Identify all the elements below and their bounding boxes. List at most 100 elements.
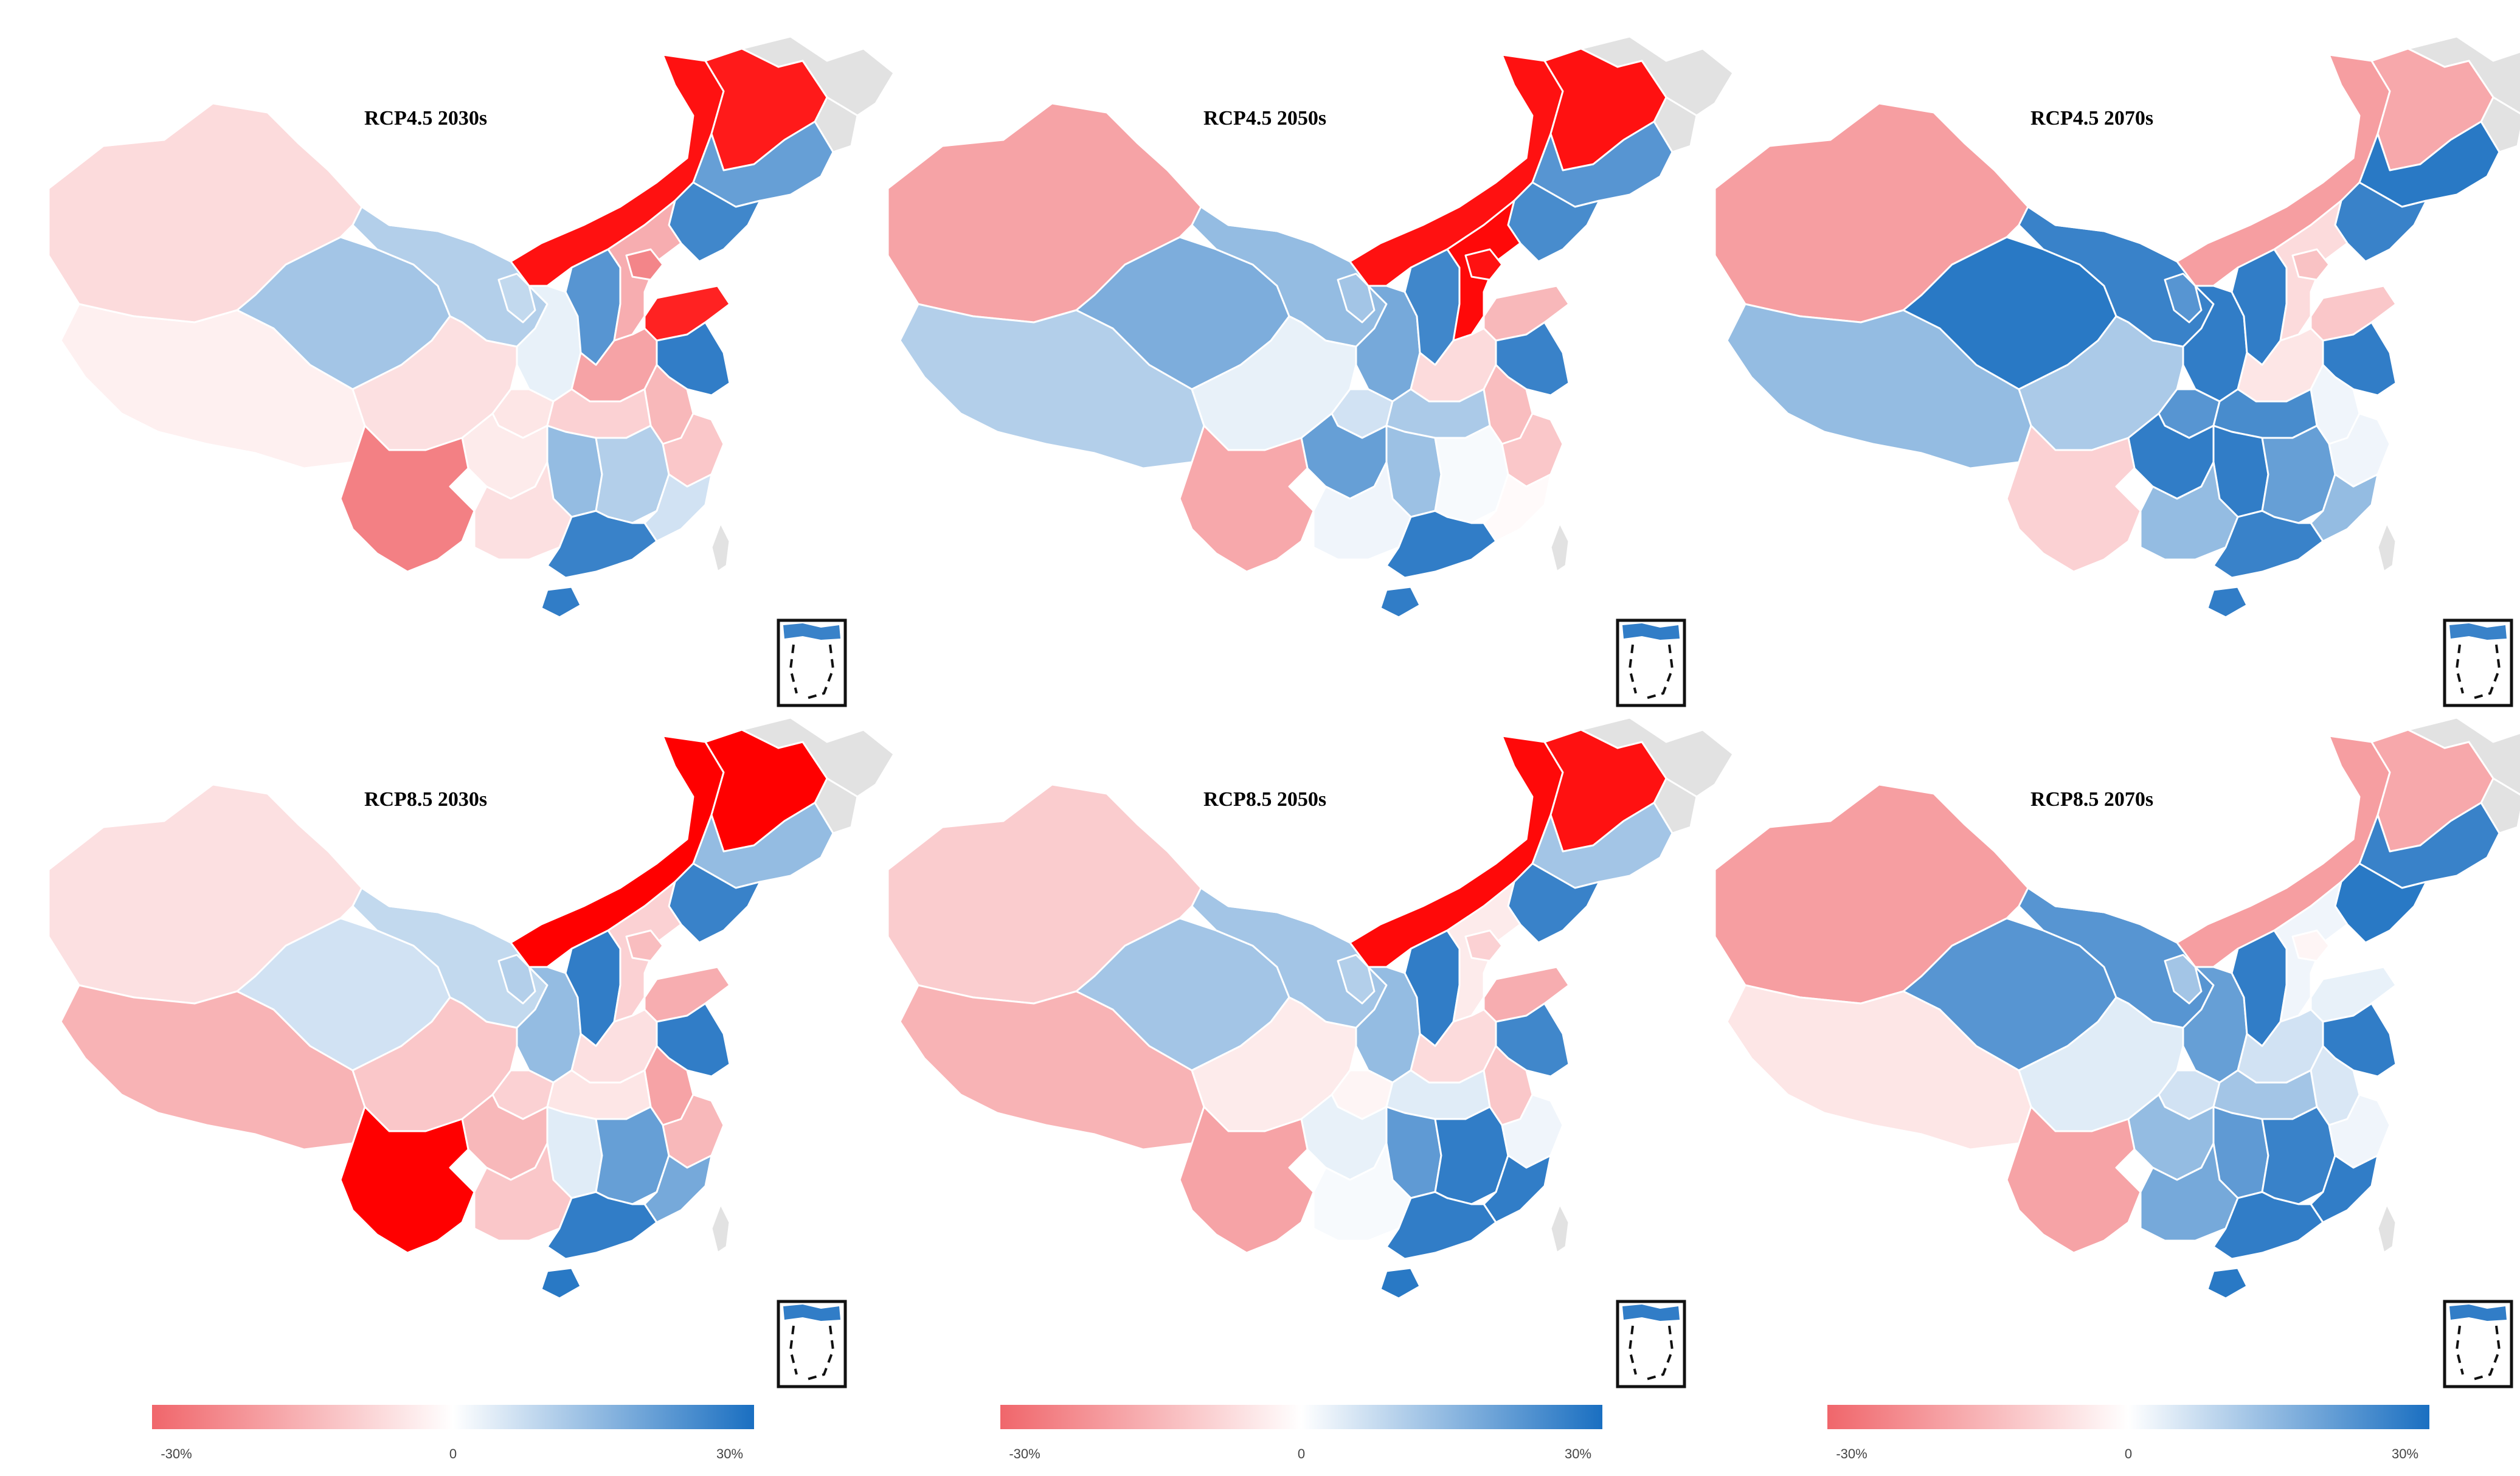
province-layer	[887, 716, 1734, 1388]
province-yunnan	[1179, 424, 1315, 573]
south-china-sea-inset	[1616, 1300, 1686, 1388]
province-guangdong	[1385, 510, 1497, 579]
province-fujian	[2310, 473, 2379, 542]
panel-title: RCP4.5 2030s	[364, 107, 487, 130]
province-layer	[47, 716, 895, 1388]
inset-coast	[783, 623, 840, 640]
province-beijing-tianjin	[1464, 248, 1503, 281]
province-hainan	[540, 586, 582, 618]
province-fujian	[1483, 1154, 1552, 1224]
inset-coast	[1622, 623, 1680, 640]
map-panel-rcp85-2070s: RCP8.5 2070s	[1714, 716, 2520, 1388]
province-fujian	[2310, 1154, 2379, 1224]
province-guangdong	[1385, 1191, 1497, 1260]
inset-dash-line	[1628, 1325, 1674, 1382]
south-china-sea-inset	[777, 1300, 847, 1388]
province-hainan	[540, 1267, 582, 1300]
province-fujian	[1483, 473, 1552, 542]
colorbar-middle: -30% 0 30%	[1000, 1405, 1602, 1461]
south-china-sea-inset	[1616, 618, 1686, 707]
province-taiwan	[1549, 1203, 1570, 1254]
province-ningxia	[497, 272, 536, 324]
province-layer	[47, 35, 895, 707]
province-layer	[1714, 35, 2520, 707]
colorbar-max-label: 30%	[716, 1446, 743, 1461]
colorbar-max-label: 30%	[2392, 1446, 2418, 1461]
province-taiwan	[710, 1203, 731, 1254]
colorbar-right: -30% 0 30%	[1827, 1405, 2429, 1461]
province-shandong	[2310, 966, 2397, 1023]
inset-dash-line	[2455, 644, 2501, 701]
province-beijing-tianjin	[2291, 248, 2330, 281]
province-shandong	[2310, 285, 2397, 342]
province-hainan	[2206, 586, 2248, 618]
province-yunnan	[2006, 424, 2142, 573]
inset-coast	[2449, 1304, 2507, 1321]
colorbar-gradient	[1827, 1405, 2429, 1429]
province-ningxia	[1337, 954, 1376, 1005]
panel-title: RCP8.5 2050s	[1203, 788, 1326, 811]
province-ningxia	[2164, 272, 2203, 324]
province-guangxi	[2139, 461, 2239, 561]
colorbar-min-label: -30%	[1836, 1446, 1867, 1461]
province-yunnan	[2006, 1106, 2142, 1254]
province-beijing-tianjin	[625, 929, 664, 962]
south-china-sea-inset	[2443, 1300, 2513, 1388]
inset-coast	[1622, 1304, 1680, 1321]
inset-dash-line	[1628, 644, 1674, 701]
province-taiwan	[1549, 522, 1570, 573]
province-yunnan	[1179, 1106, 1315, 1254]
province-fujian	[643, 1154, 713, 1224]
inset-coast	[783, 1304, 840, 1321]
province-guangdong	[2212, 510, 2324, 579]
inset-dash-line	[789, 644, 835, 701]
panel-title: RCP8.5 2070s	[2030, 788, 2153, 811]
province-shandong	[643, 966, 731, 1023]
province-layer	[1714, 716, 2520, 1388]
panel-title: RCP4.5 2050s	[1203, 107, 1326, 130]
colorbar-mid-label: 0	[2125, 1446, 2132, 1461]
colorbar-max-label: 30%	[1565, 1446, 1591, 1461]
province-shandong	[1483, 285, 1570, 342]
province-ningxia	[2164, 954, 2203, 1005]
province-beijing-tianjin	[2291, 929, 2330, 962]
province-hainan	[2206, 1267, 2248, 1300]
panel-title: RCP8.5 2030s	[364, 788, 487, 811]
south-china-sea-inset	[2443, 618, 2513, 707]
colorbar-mid-label: 0	[449, 1446, 457, 1461]
province-hainan	[1379, 586, 1421, 618]
map-panel-rcp85-2030s: RCP8.5 2030s	[47, 716, 895, 1388]
province-beijing-tianjin	[625, 248, 664, 281]
province-guangxi	[473, 1142, 573, 1242]
province-ningxia	[497, 954, 536, 1005]
colorbar-gradient	[152, 1405, 754, 1429]
colorbar-min-label: -30%	[1009, 1446, 1040, 1461]
province-guangxi	[2139, 1142, 2239, 1242]
province-guangdong	[546, 1191, 658, 1260]
province-guangdong	[2212, 1191, 2324, 1260]
province-guangxi	[473, 461, 573, 561]
map-panel-rcp45-2030s: RCP4.5 2030s	[47, 35, 895, 707]
province-yunnan	[339, 1106, 476, 1254]
province-beijing-tianjin	[1464, 929, 1503, 962]
south-china-sea-inset	[777, 618, 847, 707]
province-taiwan	[710, 522, 731, 573]
province-guangxi	[1312, 461, 1412, 561]
map-panel-rcp85-2050s: RCP8.5 2050s	[887, 716, 1734, 1388]
colorbar-left: -30% 0 30%	[152, 1405, 754, 1461]
colorbar-mid-label: 0	[1298, 1446, 1305, 1461]
province-shandong	[643, 285, 731, 342]
colorbar-min-label: -30%	[161, 1446, 192, 1461]
province-layer	[887, 35, 1734, 707]
province-guangdong	[546, 510, 658, 579]
inset-coast	[2449, 623, 2507, 640]
province-ningxia	[1337, 272, 1376, 324]
map-panel-rcp45-2050s: RCP4.5 2050s	[887, 35, 1734, 707]
map-panel-rcp45-2070s: RCP4.5 2070s	[1714, 35, 2520, 707]
panel-title: RCP4.5 2070s	[2030, 107, 2153, 130]
colorbar-gradient	[1000, 1405, 1602, 1429]
province-taiwan	[2376, 522, 2397, 573]
province-taiwan	[2376, 1203, 2397, 1254]
province-hainan	[1379, 1267, 1421, 1300]
inset-dash-line	[789, 1325, 835, 1382]
